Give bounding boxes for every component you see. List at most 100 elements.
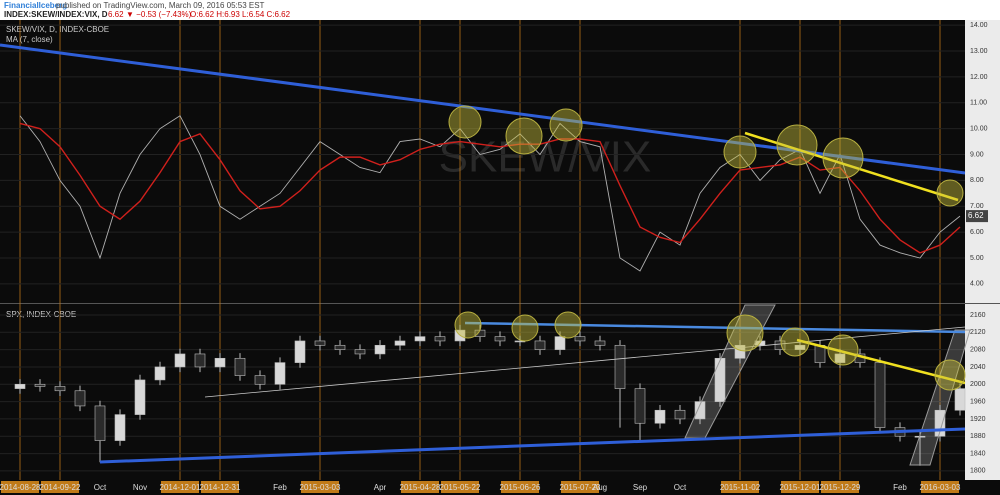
x-tick-label: 2014-12-01 bbox=[160, 483, 201, 492]
x-label-bg bbox=[401, 481, 439, 493]
quote: 6.62 bbox=[108, 10, 124, 19]
trend-line bbox=[796, 338, 966, 385]
highlight bbox=[448, 105, 482, 139]
price-axis bbox=[965, 20, 1000, 480]
y-tick-label: 2040 bbox=[970, 364, 986, 371]
x-label-bg bbox=[561, 481, 599, 493]
y-tick-label: 14.00 bbox=[970, 22, 988, 29]
x-tick-label: 2015-12-29 bbox=[820, 483, 861, 492]
candle-body bbox=[94, 405, 106, 441]
published: published on TradingView.com, March 09, … bbox=[56, 1, 265, 10]
x-tick-label: Feb bbox=[273, 483, 287, 492]
trend-line bbox=[464, 321, 966, 334]
candle-body bbox=[774, 340, 786, 350]
trend-line bbox=[99, 427, 966, 464]
plot-background bbox=[0, 20, 965, 495]
symbol: INDEX:SKEW/INDEX:VIX, D bbox=[4, 10, 108, 19]
candle-body bbox=[594, 340, 606, 346]
candle-body bbox=[714, 357, 726, 402]
x-tick-label: Feb bbox=[893, 483, 907, 492]
series-line bbox=[19, 115, 961, 272]
candle-body bbox=[494, 336, 506, 342]
highlight bbox=[511, 314, 539, 342]
candle-body bbox=[934, 409, 946, 437]
candle-body bbox=[394, 340, 406, 346]
candle-body bbox=[174, 353, 186, 368]
ohlc: O:6.62 H:6.93 L:6.54 C:6.62 bbox=[190, 10, 291, 19]
highlight bbox=[723, 135, 757, 169]
x-tick-label: 2015-12-01 bbox=[780, 483, 821, 492]
x-tick-label: 2015-04-28 bbox=[400, 483, 441, 492]
x-tick-label: 2014-09-22 bbox=[40, 483, 81, 492]
y-tick-label: 13.00 bbox=[970, 48, 988, 55]
x-tick-label: Sep bbox=[633, 483, 648, 492]
price-tag-bg bbox=[966, 210, 988, 223]
x-tick-label: 2015-07-23 bbox=[560, 483, 601, 492]
y-tick-label: 2160 bbox=[970, 312, 986, 319]
candle-body bbox=[734, 344, 746, 359]
x-tick-label: 2014-08-28 bbox=[0, 483, 41, 492]
candle-body bbox=[634, 388, 646, 424]
x-tick-label: 2015-06-26 bbox=[500, 483, 541, 492]
highlight bbox=[827, 334, 859, 366]
highlight bbox=[726, 314, 764, 352]
candle-body bbox=[434, 336, 446, 342]
y-tick-label: 2120 bbox=[970, 329, 986, 336]
highlight bbox=[505, 117, 543, 155]
y-tick-label: 2000 bbox=[970, 381, 986, 388]
candle-body bbox=[254, 375, 266, 385]
x-tick-label: 2015-03-03 bbox=[300, 483, 341, 492]
x-tick-label: 2014-12-31 bbox=[200, 483, 241, 492]
candle-body bbox=[534, 340, 546, 350]
highlight bbox=[776, 124, 818, 166]
candle-body bbox=[34, 383, 46, 387]
candle-body bbox=[54, 386, 66, 392]
price-tag: 6.62 bbox=[968, 211, 984, 220]
x-label-bg bbox=[921, 481, 959, 493]
candle-body bbox=[554, 336, 566, 350]
y-tick-label: 1800 bbox=[970, 468, 986, 475]
x-tick-label: Aug bbox=[593, 483, 607, 492]
y-tick-label: 4.00 bbox=[970, 281, 984, 288]
watermark: SKEW/VIX bbox=[439, 133, 652, 182]
x-label-bg bbox=[1, 481, 39, 493]
plot bbox=[0, 20, 966, 480]
candle-body bbox=[874, 362, 886, 428]
candle-body bbox=[654, 409, 666, 424]
candle-body bbox=[234, 357, 246, 376]
candle-body bbox=[834, 353, 846, 363]
candle-body bbox=[154, 366, 166, 381]
publisher[interactable]: FinancialIceberg bbox=[4, 1, 67, 10]
candle-body bbox=[414, 336, 426, 342]
pane-title: SKEW/VIX, D, INDEX-CBOE bbox=[6, 25, 109, 34]
x-tick-label: 2015-11-02 bbox=[720, 483, 761, 492]
candle-body bbox=[574, 336, 586, 342]
candle-body bbox=[194, 353, 206, 368]
corner bbox=[965, 480, 1000, 495]
candle-body bbox=[74, 390, 86, 407]
x-label-bg bbox=[41, 481, 79, 493]
change: ▼ −0.53 (−7.43%) bbox=[126, 10, 192, 19]
candle-body bbox=[274, 362, 286, 385]
y-tick-label: 1880 bbox=[970, 433, 986, 440]
x-label-bg bbox=[781, 481, 819, 493]
x-tick-label: 2015-05-22 bbox=[440, 483, 481, 492]
y-tick-label: 5.00 bbox=[970, 255, 984, 262]
candle-body bbox=[294, 340, 306, 363]
candle-body bbox=[14, 383, 26, 389]
header-bar bbox=[0, 0, 1000, 20]
trend-line bbox=[204, 326, 966, 398]
x-label-bg bbox=[441, 481, 479, 493]
x-tick-label: 2016-03-03 bbox=[920, 483, 961, 492]
y-tick-label: 7.00 bbox=[970, 203, 984, 210]
highlight bbox=[549, 108, 583, 142]
overlay: 2014-08-28 2014-09-22 Oct Nov 2014-12-01 2014… bbox=[0, 22, 988, 493]
candle-body bbox=[694, 401, 706, 420]
y-tick-label: 6.00 bbox=[970, 229, 984, 236]
x-label-bg bbox=[721, 481, 759, 493]
y-tick-label: 2080 bbox=[970, 346, 986, 353]
highlight bbox=[454, 311, 482, 339]
highlight bbox=[554, 311, 582, 339]
y-tick-label: 10.00 bbox=[970, 126, 988, 133]
